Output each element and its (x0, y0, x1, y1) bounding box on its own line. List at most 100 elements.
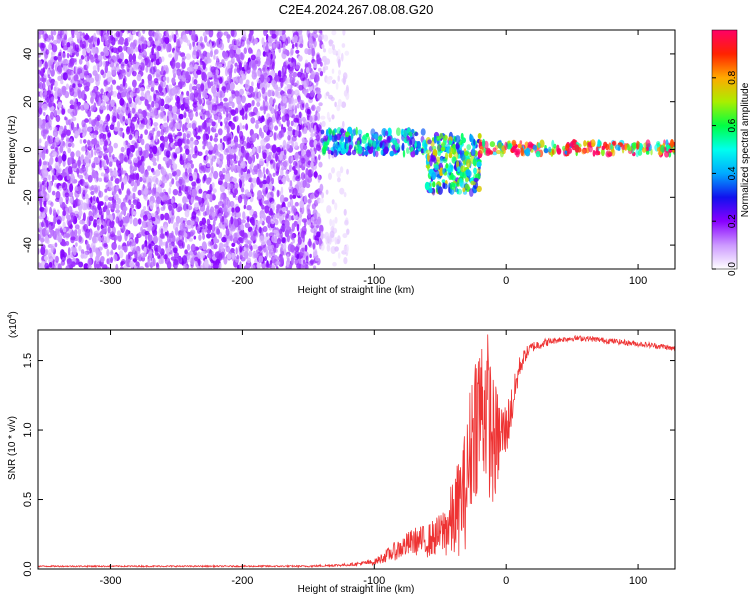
spectrogram-cell (184, 249, 188, 255)
spectrogram-cell (300, 172, 306, 181)
spectrogram-cell (281, 223, 286, 233)
spectrogram-cell (305, 168, 309, 176)
spectrogram-cell (152, 217, 156, 222)
spectrogram-cell (368, 139, 373, 144)
spectrogram-cell (449, 181, 456, 190)
spectrogram-cell (316, 231, 321, 238)
spectrogram-cell (172, 105, 177, 114)
spectrogram-cell (318, 33, 325, 41)
spectrogram-cell (168, 204, 173, 211)
spectrogram-cell (193, 79, 198, 85)
spectrogram-cell (276, 266, 279, 269)
spectrogram-cell (277, 132, 283, 140)
spectrogram-cell (416, 141, 421, 149)
spectrogram-cell (76, 168, 80, 175)
spectrogram-cell (234, 219, 239, 228)
spectrogram-cell (153, 78, 159, 84)
spectrogram-cell (250, 117, 256, 124)
spectrogram-cell (306, 108, 311, 115)
spectrogram-cell (291, 254, 295, 264)
spectrogram-cell (147, 226, 151, 231)
spectrogram-cell (168, 232, 174, 239)
spectrogram-cell (445, 162, 449, 169)
spectrogram-cell (265, 135, 270, 142)
spectrogram-cell (452, 143, 456, 149)
spectrogram-cell (172, 113, 178, 121)
spectrogram-cell (129, 161, 133, 171)
spectrogram-cell (218, 262, 222, 269)
spectrogram-cell (256, 110, 260, 119)
spectrogram-cell (299, 200, 305, 209)
spectrogram-cell (161, 168, 167, 176)
spectrogram-cell (246, 205, 252, 211)
spectrogram-cell (234, 39, 240, 45)
spectrogram-cell (111, 242, 117, 250)
spectrogram-cell (105, 218, 112, 227)
spectrogram-cell (206, 201, 210, 207)
spectrogram-cell (300, 157, 306, 164)
spectrogram-cell (171, 86, 177, 96)
spectrogram-cell (116, 234, 122, 242)
spectrogram-cell (297, 216, 303, 223)
spectrogram-cell (135, 172, 140, 181)
spectrogram-cell (291, 222, 295, 232)
spectrogram-cell (289, 194, 293, 200)
spectrogram-cell (144, 99, 149, 107)
spectrogram-cell (225, 245, 231, 253)
spectrogram-cell (75, 242, 78, 247)
spectrogram-cell (65, 129, 71, 136)
spectrogram-cell (135, 123, 139, 128)
spectrogram-cell (83, 139, 87, 144)
spectrogram-cell (186, 90, 190, 97)
spectrogram-cell (337, 58, 341, 68)
spectrogram-cell (303, 195, 308, 204)
spectrogram-cell (223, 117, 229, 126)
spectrogram-cell (198, 234, 202, 241)
spectrogram-cell (415, 149, 419, 156)
spectrogram-cell (156, 130, 161, 137)
spectrogram-cell (273, 242, 279, 249)
spectrogram-cell (43, 200, 47, 206)
spectrogram-cell (205, 150, 209, 156)
spectrogram-cell (168, 238, 172, 246)
spectrogram-cell (114, 235, 118, 241)
spectrogram-cell (45, 193, 50, 201)
spectrogram-cell (275, 111, 280, 120)
spectrogram-cell (281, 67, 285, 76)
spectrogram-cell (132, 192, 136, 200)
spectrogram-cell (299, 43, 304, 49)
spectrogram-cell (208, 194, 213, 203)
spectrogram-cell (339, 166, 344, 174)
spectrogram-cell (172, 144, 176, 150)
spectrogram-cell (81, 146, 86, 152)
spectrogram-cell (212, 219, 216, 226)
spectrogram-cell (185, 224, 189, 232)
spectrogram-cell (279, 36, 285, 41)
spectrogram-cell (62, 72, 68, 81)
spectrogram-cell (196, 178, 201, 184)
spectrogram-cell (202, 62, 206, 70)
spectrogram-cell (213, 143, 218, 151)
spectrogram-cell (189, 83, 193, 93)
spectrogram-cell (334, 216, 338, 224)
spectrogram-cell (288, 57, 292, 62)
spectrogram-cell (43, 112, 46, 116)
spectrogram-cell (276, 189, 280, 198)
spectrogram-cell (292, 71, 298, 78)
spectrogram-cell (48, 224, 52, 233)
spectrogram-cell (257, 190, 263, 200)
spectrogram-cell (294, 258, 299, 266)
spectrogram-cell (95, 148, 101, 154)
spectrogram-cell (147, 182, 152, 189)
spectrogram-cell (124, 90, 128, 97)
spectrogram-cell (116, 159, 119, 168)
spectrogram-cell (237, 166, 242, 172)
spectrogram-cell (47, 74, 51, 79)
spectrogram-cell (264, 205, 270, 214)
spectrogram-cell (261, 87, 266, 95)
spectrogram-cell (42, 161, 47, 166)
spectrogram-cell (183, 138, 187, 145)
spectrogram-cell (147, 83, 152, 88)
spectrogram-cell (306, 149, 311, 158)
spectrogram-cell (64, 192, 70, 198)
